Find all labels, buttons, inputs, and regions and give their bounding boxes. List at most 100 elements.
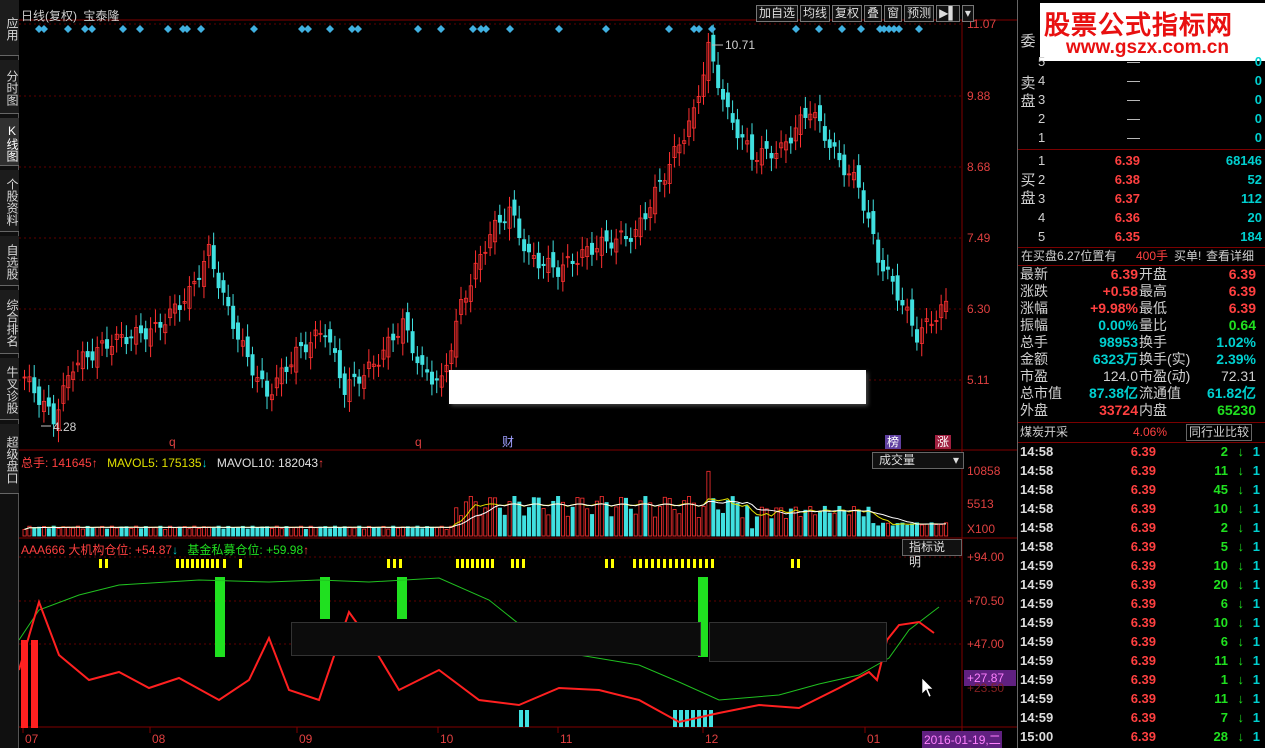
event-marker[interactable]: 榜 [887,434,899,449]
buy-row[interactable]: 3 6.37 112 [1038,189,1265,208]
volume-bar [100,525,105,537]
candle-body [124,337,129,345]
candle-body [323,335,328,338]
yellow-signal-bar [516,559,519,568]
volume-bar [473,501,478,537]
candle-body [672,146,677,159]
event-marker[interactable]: 财 [502,435,514,449]
tick-row: 14:58 6.39 2 ↓ 1 [1018,518,1265,537]
price-axis-label: 8.68 [967,160,991,174]
toolbar-button-4[interactable]: 窗 [884,5,903,22]
quote-value: 87.38亿 [1088,385,1138,401]
volume-bar [109,525,114,537]
left-tab-4[interactable]: 自选股 [0,236,19,286]
left-tab-7[interactable]: 超级盘口 [0,424,19,494]
volume-bar [328,528,333,537]
volume-bar [105,528,110,537]
sell-row[interactable]: 3 — 0 [1038,90,1265,109]
candle-body [139,325,144,334]
volume-bar [526,507,531,537]
volume-selector[interactable]: 成交量 ▾ [872,452,964,469]
volume-bar [522,515,527,537]
toolbar-button-0[interactable]: 加自选 [756,5,799,22]
indicator-help-button[interactable]: 指标说明 [902,539,962,569]
divider [1018,265,1265,266]
event-marker[interactable]: q [169,435,176,449]
view-detail-link[interactable]: 查看详细 [1206,249,1255,263]
volume-bar [134,525,139,537]
date-axis-label: 01 [867,732,881,746]
candle-body [502,221,507,224]
buy-row[interactable]: 5 6.35 184 [1038,227,1265,246]
toolbar-button-7[interactable]: ▾ [961,5,974,22]
left-tab-0[interactable]: 应用 [0,0,19,56]
toolbar-button-2[interactable]: 复权 [832,5,863,22]
toolbar-button-5[interactable]: 预测 [904,5,935,22]
buy-row[interactable]: 4 6.36 20 [1038,208,1265,227]
candle-body [784,141,789,151]
date-axis-label: 12 [705,732,719,746]
volume-bar [638,500,643,537]
signal-diamond [164,25,172,33]
toolbar-button-3[interactable]: 叠 [864,5,883,22]
candle-body [716,64,721,89]
date-axis-label: 10 [440,732,454,746]
industry-compare-button[interactable]: 同行业比较 [1186,424,1253,441]
toolbar-button-6[interactable]: ▶▌ [936,5,960,22]
volume-bar [779,507,784,537]
event-marker[interactable]: q [415,435,422,449]
quote-value: 61.82亿 [1206,385,1256,401]
volume-bar [459,515,464,537]
candle-body [366,361,371,369]
green-signal-block [215,577,225,657]
candle-body [711,34,716,62]
quote-label: 换手 [1139,334,1167,350]
chart-area[interactable]: 11.07 9.88 8.68 7.49 6.30 5.11 10858 5513 X100 +9… [19,0,1017,748]
sector-name[interactable]: 煤炭开采 [1020,425,1069,439]
yellow-signal-bar [99,559,102,568]
indicator-axis-label: +70.50 [967,594,1004,608]
volume-bar [463,501,468,537]
candle-body [362,375,367,389]
signal-diamond [197,25,205,33]
candle-body [847,173,852,176]
tick-row: 14:59 6.39 1 ↓ 1 [1018,670,1265,689]
left-tab-2[interactable]: K线图 [0,118,19,166]
down-arrow-icon: ↓ [1237,729,1245,744]
candle-body [303,344,308,353]
yellow-signal-bar [181,559,184,568]
candle-body [633,229,638,237]
volume-bar [934,524,939,537]
toolbar-button-1[interactable]: 均线 [800,5,831,22]
tick-price: 6.39 [1130,710,1156,725]
tick-row: 14:59 6.39 6 ↓ 1 [1018,594,1265,613]
cursor-date-tag [922,731,1002,748]
left-tab-5[interactable]: 综合排名 [0,290,19,354]
volume-bar [289,526,294,537]
candle-body [279,367,284,385]
signal-diamond [40,25,48,33]
sell-row[interactable]: 2 — 0 [1038,109,1265,128]
sell-row[interactable]: 5 — 0 [1038,52,1265,71]
sell-row[interactable]: 1 — 0 [1038,128,1265,147]
event-marker-bg [885,435,901,449]
candle-body [730,113,735,123]
sell-row[interactable]: 4 — 0 [1038,71,1265,90]
left-tab-3[interactable]: 个股资料 [0,170,19,232]
chevron-down-icon: ▾ [952,453,959,467]
volume-bar [657,506,662,537]
left-tab-1[interactable]: 分时图 [0,60,19,114]
volume-bar [468,496,473,537]
candle-body [410,331,415,354]
signal-diamond [792,25,800,33]
sell-level: 4 [1038,73,1046,88]
buy-row[interactable]: 2 6.38 52 [1038,170,1265,189]
signal-diamond [298,25,306,33]
candle-body [308,342,313,359]
buy-row[interactable]: 1 6.39 68146 [1038,151,1265,170]
event-marker[interactable]: 涨 [937,434,949,449]
left-tab-6[interactable]: 牛叉诊股 [0,358,19,420]
kline-chart-svg[interactable]: 11.07 9.88 8.68 7.49 6.30 5.11 10858 5513 X100 +9… [19,0,1017,748]
candle-body [172,303,177,314]
volume-bar [682,500,687,537]
